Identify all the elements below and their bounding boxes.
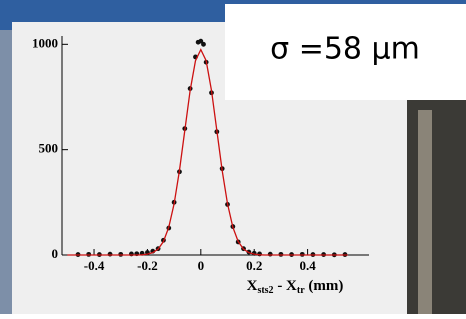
x-axis-label-part: (mm) xyxy=(305,278,344,294)
x-tick-label: 0.4 xyxy=(299,258,316,273)
data-point xyxy=(201,42,206,47)
data-point xyxy=(108,252,113,257)
photo-post xyxy=(418,110,432,314)
x-tick-label: 0 xyxy=(198,258,205,273)
photo-left xyxy=(0,30,12,314)
screenshot: σ =58 μm Xsts2 - Xtr (mm) 05001000-0.4-0… xyxy=(0,0,466,314)
x-tick-label: -0.4 xyxy=(84,258,105,273)
y-tick-label: 1000 xyxy=(32,35,58,50)
x-tick-label: -0.2 xyxy=(137,258,158,273)
x-tick-label: 0.2 xyxy=(246,258,262,273)
photo-right xyxy=(405,100,466,314)
annotation: σ =58 μm xyxy=(270,32,420,67)
data-point xyxy=(268,252,273,257)
x-axis-label-part: sts2 xyxy=(257,285,273,296)
x-axis-label-part: X xyxy=(247,278,258,294)
y-tick-label: 500 xyxy=(39,141,59,156)
y-tick-label: 0 xyxy=(52,246,59,261)
x-axis-label-part: - X xyxy=(274,278,297,294)
